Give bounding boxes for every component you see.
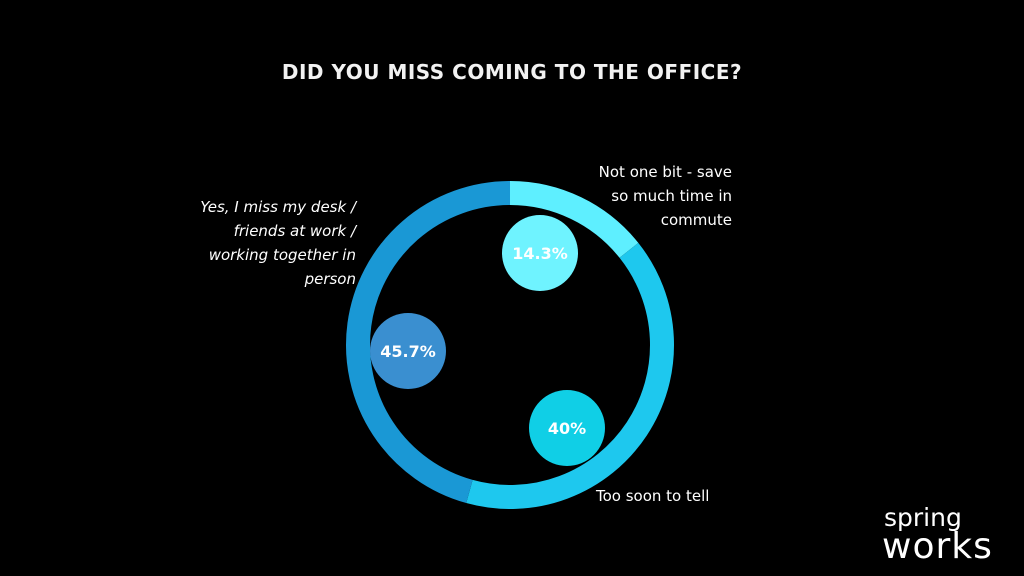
value-label: 40%	[548, 419, 586, 438]
logo-text: works	[882, 526, 993, 567]
donut-segment	[346, 181, 511, 504]
label-bubble	[529, 390, 605, 466]
chart-title: DID YOU MISS COMING TO THE OFFICE?	[281, 60, 743, 84]
label-bubble	[370, 313, 446, 389]
donut-segment	[466, 242, 674, 509]
value-label: 14.3%	[512, 244, 568, 263]
label-bubble	[502, 215, 578, 291]
category-label: Yes, I miss my desk / friends at work / …	[200, 198, 356, 288]
category-label: Too soon to tell	[596, 487, 710, 505]
logo-text: spring	[884, 503, 962, 532]
donut-segment	[509, 181, 639, 259]
category-label: Not one bit - save so much time in commu…	[598, 163, 732, 229]
value-label: 45.7%	[380, 342, 436, 361]
